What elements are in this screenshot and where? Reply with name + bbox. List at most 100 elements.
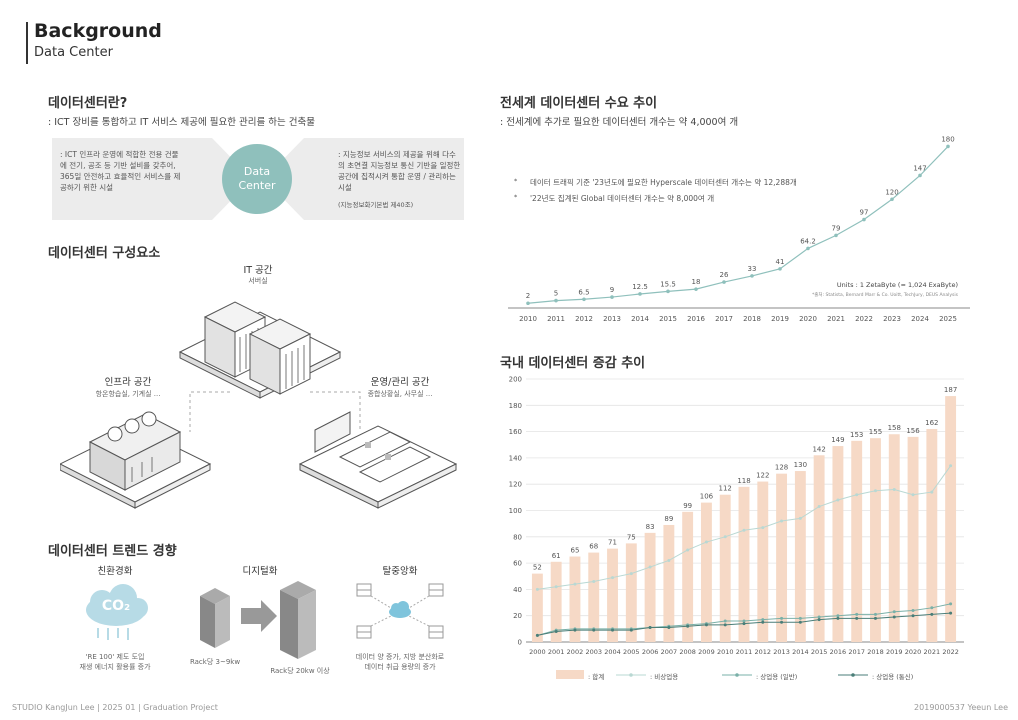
domestic-bar-label-2017: 153 [850,431,863,439]
trend-decentral-desc-2: 데이터 취급 용량의 증가 [364,663,436,671]
legend-total-swatch [556,670,584,679]
domestic-point-s1-2004 [611,576,615,580]
it-space-sub: 서버실 [248,277,268,285]
header-accent-bar [26,22,28,64]
domestic-point-s3-2017 [855,616,859,620]
domestic-y-tick-40: 40 [513,586,522,594]
global-x-tick-2020: 2020 [799,315,817,323]
domestic-x-tick-2012: 2012 [755,648,772,656]
global-data-label-2017: 26 [720,271,729,279]
co2-icon-text: CO₂ [101,598,131,614]
domestic-point-s3-2021 [930,612,934,616]
global-x-tick-2021: 2021 [827,315,845,323]
domestic-point-s2-2015 [817,615,821,619]
domestic-bar-2015 [813,455,825,642]
domestic-x-tick-2001: 2001 [548,648,565,656]
trend-decentral-label: 탈중앙화 [382,566,418,577]
domestic-y-tick-140: 140 [509,454,522,462]
domestic-bar-label-2012: 122 [756,472,769,480]
domestic-bar-2007 [663,524,675,642]
global-bullet2-marker: * [514,193,518,201]
connector-it-infra [189,391,230,432]
global-data-label-2025: 180 [941,135,954,143]
global-series-line [527,145,949,304]
domestic-point-s3-2005 [629,628,633,632]
domestic-y-tick-80: 80 [513,533,522,541]
domestic-point-s2-2010 [723,619,727,623]
domestic-point-s3-2014 [798,620,802,624]
domestic-x-tick-2000: 2000 [529,648,546,656]
domestic-point-s1-2019 [892,487,896,491]
domestic-point-s1-2021 [930,490,934,494]
domestic-bar-label-2010: 112 [719,485,732,493]
domestic-bar-2014 [794,471,806,642]
domestic-bar-label-2021: 162 [925,419,938,427]
domestic-bar-label-2022: 187 [944,386,957,394]
trends-title: 데이터센터 트렌드 경향 [48,544,177,559]
domestic-point-s1-2013 [780,519,784,523]
global-point-2021 [834,233,838,238]
global-point-2018 [750,274,754,278]
domestic-bar-2009 [700,502,712,642]
domestic-bar-2017 [851,440,863,642]
global-x-tick-2014: 2014 [631,315,649,323]
domestic-point-s1-2009 [704,540,708,544]
domestic-y-tick-0: 0 [518,639,522,647]
domestic-point-s2-2012 [761,618,765,622]
domestic-bar-label-2004: 71 [608,539,617,547]
domestic-x-tick-2014: 2014 [792,648,809,656]
domestic-bar-label-2006: 83 [646,523,655,531]
infra-space-illustration [60,411,212,509]
domestic-point-s1-2001 [554,585,558,589]
domestic-x-tick-2017: 2017 [848,648,865,656]
domestic-bar-label-2001: 61 [552,552,561,560]
domestic-bar-2006 [644,532,656,642]
trend-digital-label: 디지털화 [242,566,278,577]
global-data-label-2016: 18 [692,278,701,286]
domestic-bar-2004 [607,548,618,642]
global-title: 전세계 데이터센터 수요 추이 [500,96,658,111]
domestic-bar-label-2005: 75 [627,533,636,541]
connector-it-ops [310,391,361,432]
domestic-point-s1-2016 [836,498,840,502]
domestic-bar-2020 [907,436,919,642]
domestic-point-s3-2018 [873,616,877,620]
domestic-bar-label-2013: 128 [775,464,788,472]
domestic-x-tick-2020: 2020 [905,648,922,656]
global-x-tick-2010: 2010 [519,315,537,323]
footer-right: 2019000537 Yeeun Lee [914,703,1008,712]
domestic-bar-2008 [682,511,694,642]
global-data-label-2021: 79 [832,224,841,232]
domestic-bar-label-2008: 99 [683,502,692,510]
global-bullet1-marker: * [514,177,518,185]
domestic-point-s3-2015 [817,618,821,622]
global-x-tick-2017: 2017 [715,315,733,323]
domestic-y-tick-200: 200 [509,376,522,384]
trend-eco-label: 친환경화 [97,566,133,577]
domestic-bar-2011 [738,486,750,642]
domestic-point-s1-2015 [817,505,821,509]
domestic-point-s1-2000 [535,587,539,591]
domestic-x-tick-2022: 2022 [942,648,959,656]
domestic-bar-label-2020: 156 [906,427,920,435]
domestic-point-s1-2005 [629,572,633,576]
global-point-2010 [526,301,530,306]
ops-space-illustration [298,411,458,509]
global-point-2024 [918,173,922,178]
domestic-point-s3-2004 [611,628,615,632]
global-bullet1: 데이터 트래픽 기준 '23년도에 필요한 Hyperscale 데이터센터 개… [530,178,797,187]
domestic-point-s1-2017 [855,493,859,497]
global-x-tick-2024: 2024 [911,315,929,323]
domestic-point-s1-2002 [573,582,577,586]
global-point-2016 [694,287,698,291]
global-data-label-2019: 41 [776,258,785,266]
domestic-point-s1-2020 [911,493,915,497]
domestic-x-tick-2002: 2002 [567,648,584,656]
domestic-bar-2019 [888,434,900,642]
footer-left: STUDIO KangJun Lee | 2025 01 | Graduatio… [12,703,218,712]
data-center-circle-line2: Center [238,179,276,192]
global-x-tick-2023: 2023 [883,315,901,323]
definition-right-text: : 지능정보 서비스의 제공을 위해 다수의 초연결 지능정보 통신 기반을 일… [338,150,461,192]
legend-nonbiz-swatch [616,673,646,677]
domestic-point-s2-2018 [873,612,877,616]
